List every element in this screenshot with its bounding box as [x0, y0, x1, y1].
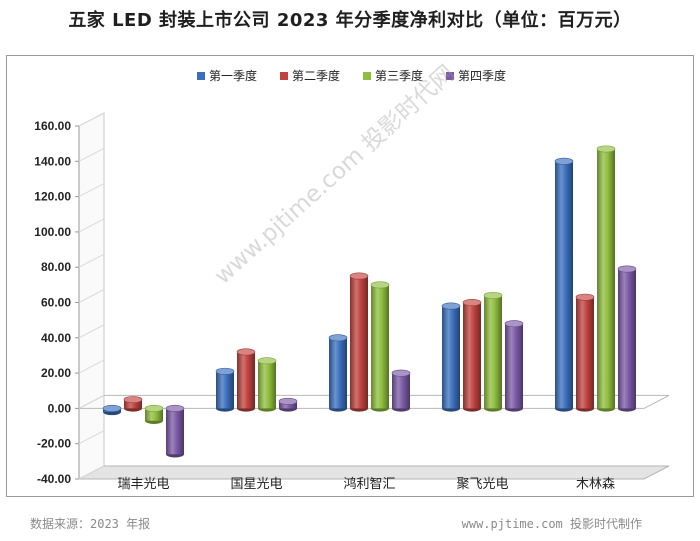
y-tick-label: 120.00 — [34, 190, 71, 204]
legend-label: 第四季度 — [458, 68, 506, 83]
legend-swatch — [280, 72, 288, 80]
bar-top — [165, 404, 185, 412]
y-tick-label: 160.00 — [34, 119, 71, 133]
bar — [597, 148, 615, 409]
bar — [463, 302, 481, 409]
y-tick-depth — [78, 324, 105, 339]
bar — [145, 408, 163, 421]
bar — [442, 306, 460, 409]
bar — [576, 297, 594, 409]
chart-svg: -40.00 -20.00 0.00 20.00 40.00 60.00 80.00 100.… — [34, 68, 670, 492]
bar — [505, 323, 523, 409]
y-tick-label: 100.00 — [34, 225, 71, 239]
y-tick-depth — [78, 394, 105, 409]
bar-top — [257, 357, 277, 365]
bar-top — [596, 145, 616, 153]
bar — [166, 408, 184, 455]
y-tick-depth — [78, 218, 105, 233]
bar — [618, 268, 636, 409]
bar — [237, 351, 255, 409]
bar-top — [462, 299, 482, 307]
bar-top — [144, 404, 164, 412]
bar — [216, 371, 234, 409]
x-tick-label: 木林森 — [576, 477, 615, 492]
bar-top — [349, 272, 369, 280]
y-tick-label: -20.00 — [37, 437, 71, 451]
bar — [484, 295, 502, 409]
bar-top — [123, 396, 143, 404]
y-tick-label: 0.00 — [48, 401, 72, 415]
y-tick-depth — [78, 359, 105, 374]
y-tick-depth — [78, 112, 105, 127]
legend-label: 第三季度 — [375, 68, 423, 83]
source-note: 数据来源：2023 年报 — [30, 517, 151, 531]
y-tick-label: -40.00 — [37, 472, 71, 486]
bar-top — [328, 334, 348, 342]
y-tick-depth — [78, 430, 105, 445]
bar-top — [483, 291, 503, 299]
legend-swatch — [197, 72, 205, 80]
y-tick-depth — [78, 253, 105, 268]
y-tick-depth — [78, 147, 105, 162]
y-tick-label: 20.00 — [41, 366, 71, 380]
x-tick-label: 鸿利智汇 — [343, 476, 395, 492]
y-tick-label: 40.00 — [41, 331, 71, 345]
bar-top — [575, 293, 595, 301]
bar-top — [554, 157, 574, 165]
legend-label: 第一季度 — [209, 68, 257, 83]
bar — [329, 337, 347, 409]
bar-top — [278, 397, 298, 405]
bar-top — [617, 265, 637, 273]
y-tick-label: 60.00 — [41, 296, 71, 310]
credit-note: www.pjtime.com 投影时代制作 — [461, 517, 642, 531]
y-tick-label: 80.00 — [41, 260, 71, 274]
y-tick-depth — [78, 465, 105, 480]
x-tick-label: 聚飞光电 — [456, 477, 508, 492]
chart-frame: -40.00 -20.00 0.00 20.00 40.00 60.00 80.00 100.… — [6, 55, 694, 497]
bar — [371, 284, 389, 409]
bar-top — [102, 404, 122, 412]
bar-top — [215, 367, 235, 375]
bar — [258, 360, 276, 409]
bar — [124, 399, 142, 409]
bar-top — [441, 302, 461, 310]
bar-top — [370, 281, 390, 289]
bar-top — [391, 369, 411, 377]
legend-swatch — [446, 72, 454, 80]
bar — [279, 401, 297, 409]
legend-swatch — [363, 72, 371, 80]
y-tick-label: 140.00 — [34, 154, 71, 168]
bar-top — [236, 348, 256, 356]
bar — [350, 276, 368, 409]
x-tick-label: 瑞丰光电 — [117, 477, 169, 492]
bar-top — [504, 320, 524, 328]
y-tick-depth — [78, 289, 105, 303]
chart-title: 五家 LED 封装上市公司 2023 年分季度净利对比（单位：百万元） — [68, 10, 632, 31]
legend-label: 第二季度 — [292, 68, 340, 83]
y-tick-depth — [78, 183, 105, 198]
bar — [392, 373, 410, 409]
bar — [555, 161, 573, 409]
x-tick-label: 国星光电 — [230, 477, 282, 492]
